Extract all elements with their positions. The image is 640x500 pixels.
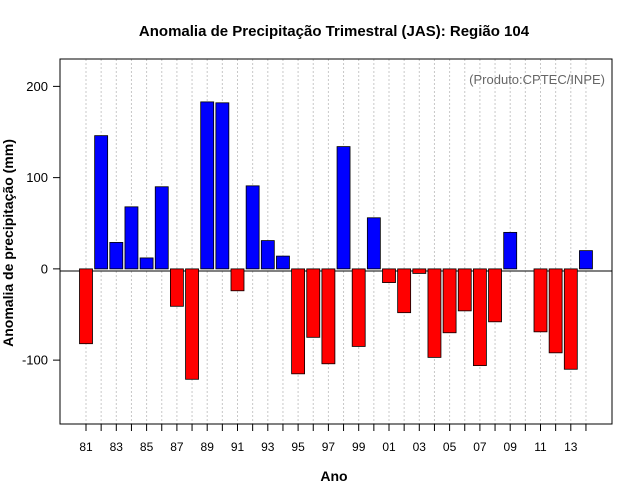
chart-title: Anomalia de Precipitação Trimestral (JAS…: [139, 23, 530, 40]
bar-01: [382, 268, 396, 283]
bar-00: [366, 217, 381, 270]
bar-81: [79, 268, 93, 345]
x-tick-label: 85: [140, 440, 154, 454]
bar-05: [442, 268, 457, 334]
y-tick-label: 100: [26, 170, 48, 185]
bar-89: [200, 101, 215, 270]
bar-12: [548, 268, 563, 354]
x-tick-label: 91: [231, 440, 245, 454]
x-tick-label: 03: [413, 440, 427, 454]
bar-14: [579, 250, 593, 270]
source-annotation: (Produto:CPTEC/INPE): [469, 72, 605, 87]
bar-03: [412, 268, 427, 274]
bar-90: [215, 102, 230, 270]
bar-04: [427, 268, 442, 358]
x-tick-label: 95: [291, 440, 305, 454]
bar-88: [185, 268, 199, 380]
x-tick-label: 05: [443, 440, 457, 454]
x-tick-label: 11: [534, 440, 547, 454]
x-axis: 81 83 85 87 89 91 93 95 97 99 01 03 05 07 09 11 13: [79, 424, 587, 454]
x-tick-label: 89: [201, 440, 215, 454]
y-axis-label: Anomalia de precipitação (mm): [0, 139, 16, 347]
bar-93: [260, 240, 275, 270]
bar-97: [321, 268, 336, 365]
bar-83: [109, 242, 124, 270]
x-tick-label: 13: [564, 440, 578, 454]
x-tick-label: 87: [170, 440, 184, 454]
bar-08: [488, 268, 502, 323]
y-tick-label: 0: [41, 261, 48, 276]
y-tick-label: 200: [26, 79, 48, 94]
bar-98: [336, 146, 351, 270]
bar-85: [139, 257, 154, 270]
bar-09: [503, 231, 518, 270]
x-tick-label: 97: [322, 440, 336, 454]
bar-92: [245, 185, 260, 270]
bar-95: [291, 268, 306, 375]
bar-87: [169, 268, 184, 307]
x-tick-label: 81: [79, 440, 93, 454]
x-tick-label: 83: [110, 440, 124, 454]
x-tick-label: 09: [504, 440, 518, 454]
plot-frame: [59, 58, 613, 425]
bar-13: [563, 268, 578, 370]
bar-07: [472, 268, 487, 367]
bar-99: [351, 268, 366, 347]
bar-86: [154, 186, 169, 270]
bar-94: [276, 255, 290, 270]
bar-91: [230, 268, 245, 292]
x-tick-label: 01: [382, 440, 396, 454]
x-tick-label: 93: [261, 440, 275, 454]
bar-02: [397, 268, 412, 314]
x-tick-label: 07: [473, 440, 487, 454]
y-axis: -100 0 100 200: [22, 79, 60, 368]
bar-82: [94, 135, 109, 270]
bars: [79, 101, 593, 380]
bar-96: [306, 268, 321, 338]
bar-11: [533, 268, 548, 333]
bar-84: [124, 206, 139, 270]
y-tick-label: -100: [22, 353, 48, 368]
x-tick-label: 99: [352, 440, 366, 454]
bar-06: [457, 268, 472, 312]
x-axis-label: Ano: [320, 468, 347, 484]
